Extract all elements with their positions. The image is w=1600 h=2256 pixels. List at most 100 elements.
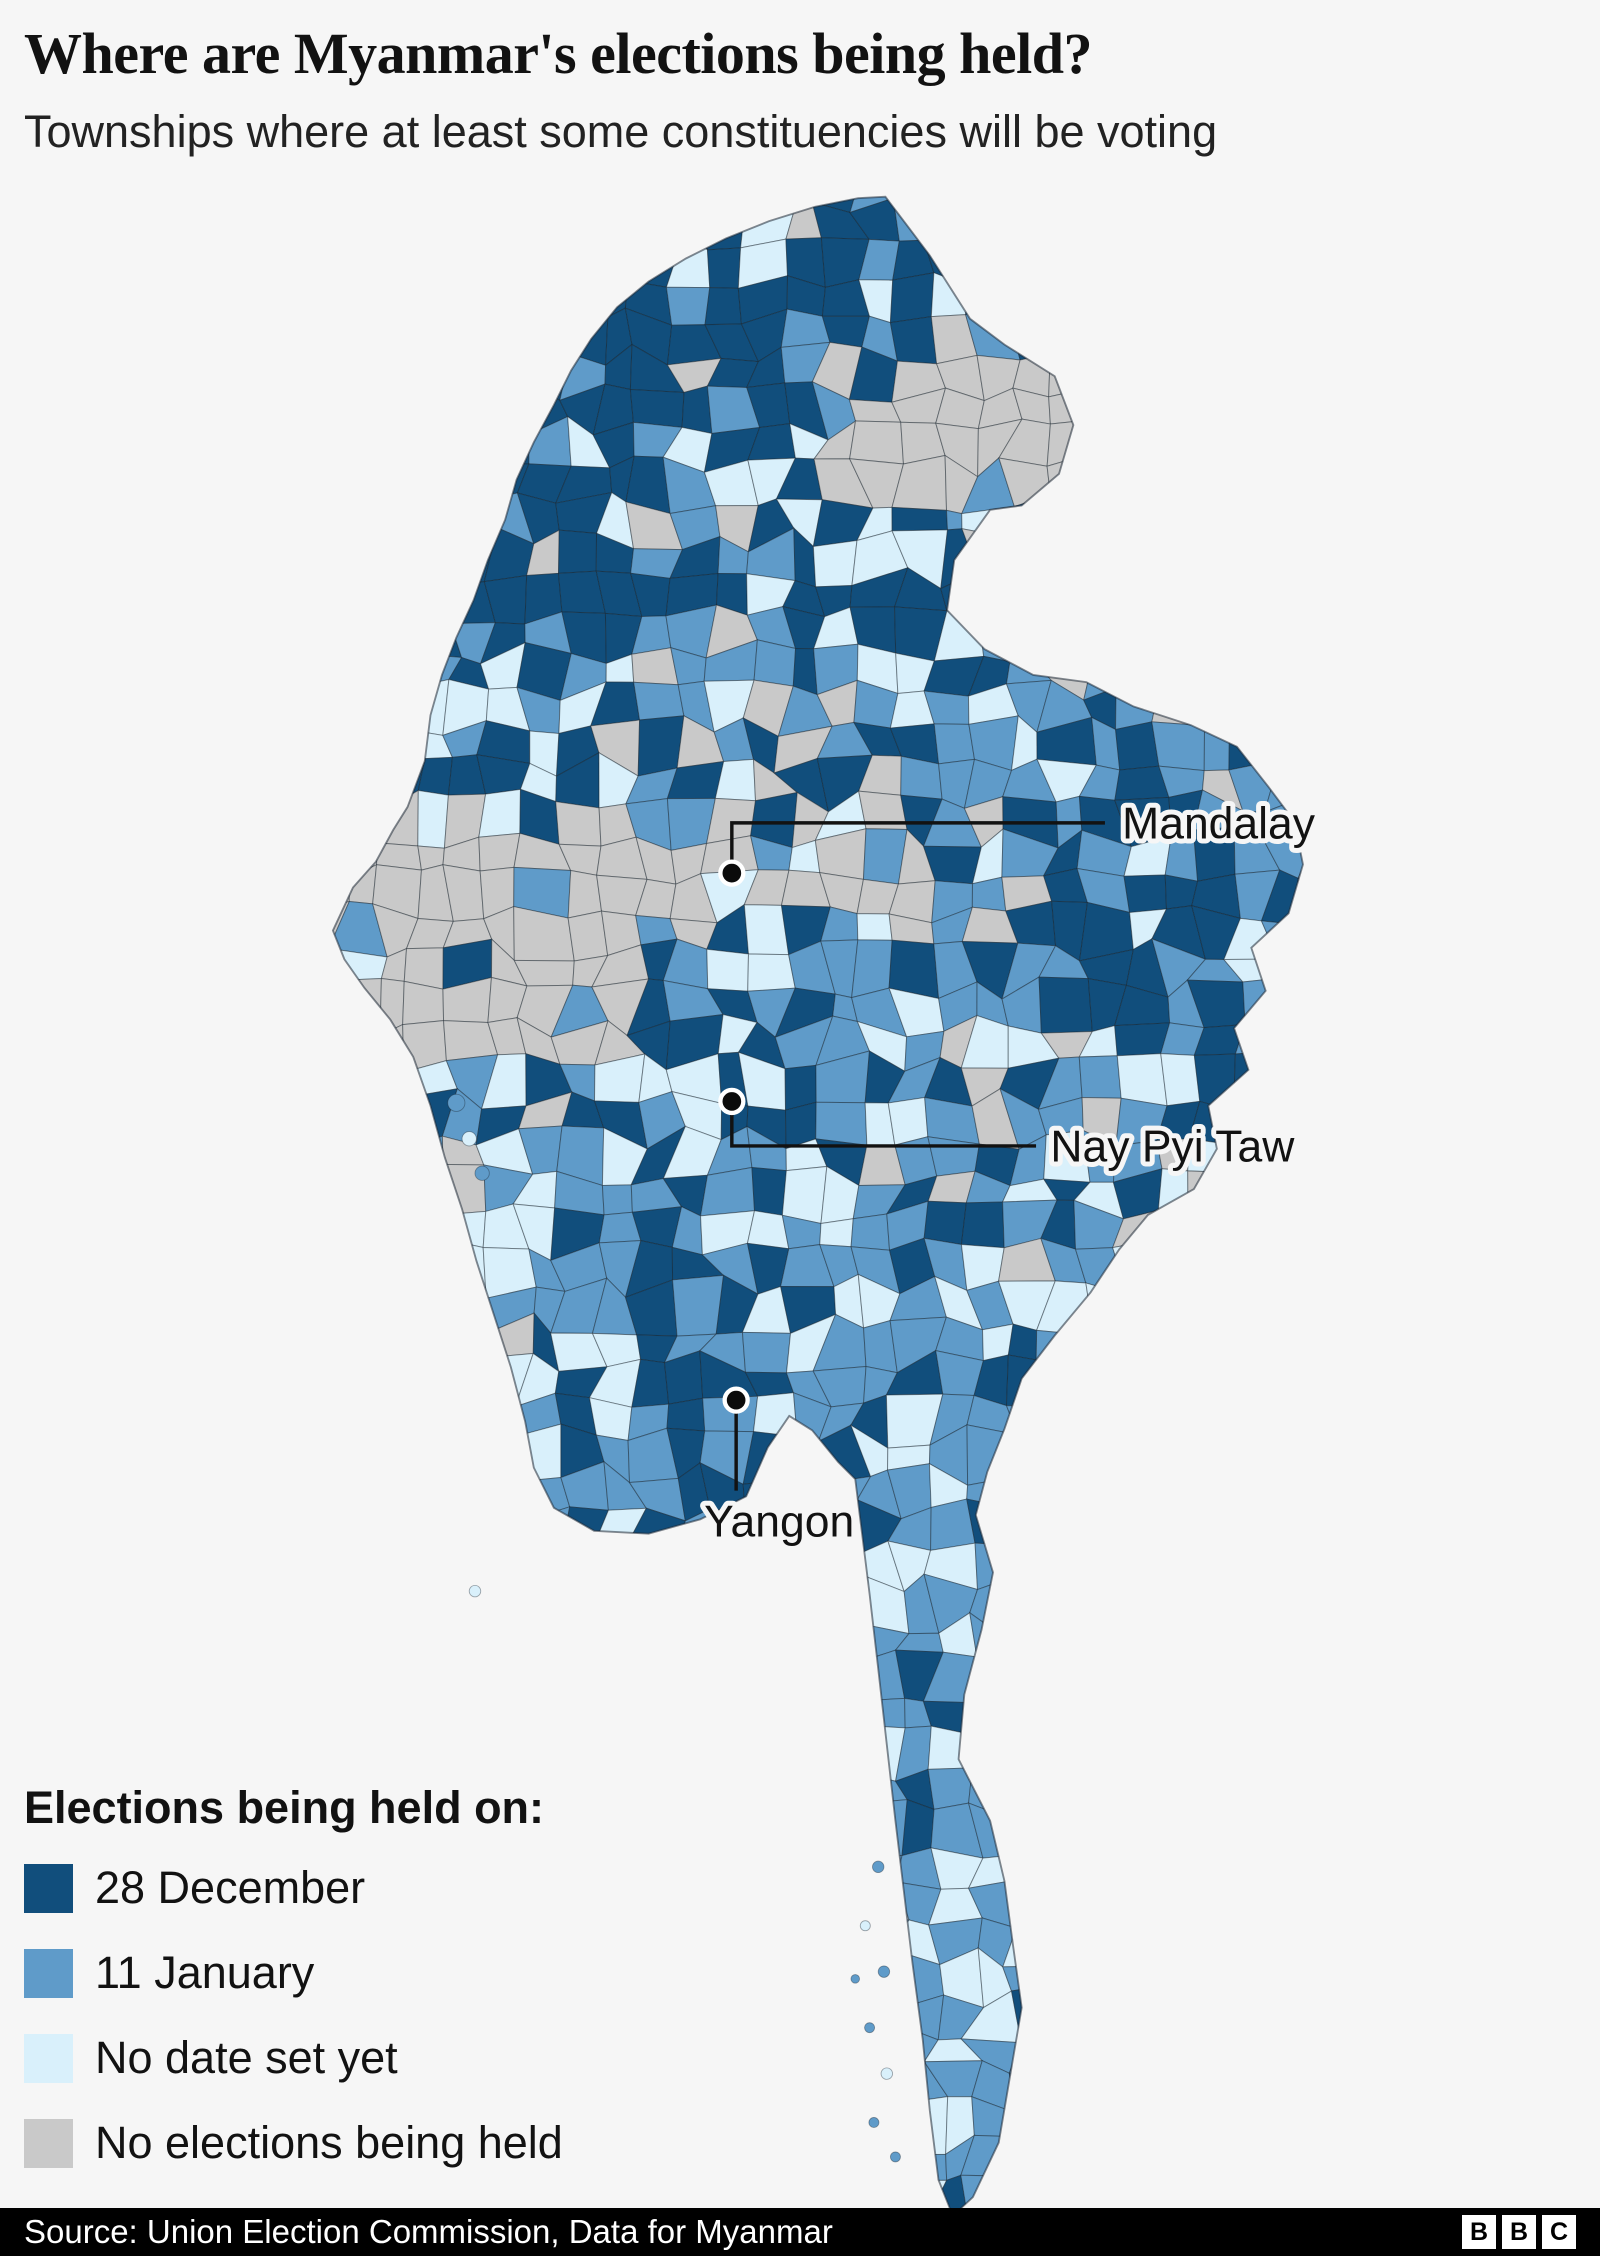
township-cell bbox=[1001, 196, 1059, 205]
township-cell bbox=[406, 1394, 463, 1443]
township-cell bbox=[586, 204, 649, 253]
township-cell bbox=[1336, 1961, 1391, 2005]
township-cell bbox=[406, 1436, 443, 1475]
township-cell bbox=[1159, 1847, 1207, 1891]
township-cell bbox=[1319, 1090, 1353, 1136]
township-cell bbox=[1346, 2062, 1385, 2100]
township-cell bbox=[923, 1200, 967, 1246]
township-cell bbox=[1309, 1363, 1339, 1404]
township-cell bbox=[748, 1722, 781, 1781]
township-cell bbox=[332, 1282, 349, 1332]
township-cell bbox=[1043, 1392, 1085, 1442]
township-cell bbox=[1298, 1724, 1303, 1776]
township-cell bbox=[748, 1696, 794, 1727]
township-cell bbox=[1222, 1511, 1269, 1557]
township-cell bbox=[514, 318, 571, 359]
township-cell bbox=[306, 1406, 332, 1443]
township-cell bbox=[788, 1541, 834, 1599]
township-cell bbox=[1227, 1690, 1277, 1740]
township-cell bbox=[889, 272, 935, 324]
township-cell bbox=[1011, 1544, 1052, 1598]
township-cell bbox=[458, 202, 490, 254]
township-cell bbox=[1354, 907, 1384, 954]
township-cell bbox=[332, 430, 346, 477]
township-cell bbox=[1114, 1465, 1158, 1518]
township-cell bbox=[480, 380, 530, 436]
township-cell bbox=[1187, 1170, 1240, 1224]
township-cell bbox=[1115, 644, 1171, 694]
township-cell bbox=[1111, 1353, 1165, 1404]
township-cell bbox=[1234, 1023, 1285, 1055]
township-cell bbox=[1011, 1879, 1049, 1929]
township-cell bbox=[1264, 1208, 1303, 1258]
township-cell bbox=[1305, 1463, 1358, 1516]
township-cell bbox=[1351, 384, 1383, 431]
township-cell bbox=[1150, 1291, 1208, 1327]
township-cell bbox=[713, 1842, 761, 1895]
township-cell bbox=[402, 980, 445, 1026]
township-cell bbox=[586, 241, 650, 282]
township-cell bbox=[402, 678, 450, 736]
township-cell bbox=[640, 1891, 672, 1935]
township-cell bbox=[1084, 1984, 1125, 2045]
township-cell bbox=[1115, 2061, 1161, 2120]
township-cell bbox=[1072, 1353, 1123, 1404]
city-label-mandalay: Mandalay bbox=[1122, 800, 1316, 849]
township-cell bbox=[337, 546, 389, 591]
township-cell bbox=[1005, 1354, 1053, 1408]
township-cell bbox=[527, 1618, 567, 1673]
township-cell bbox=[1343, 1879, 1393, 1919]
township-cell bbox=[1077, 1691, 1125, 1732]
township-cell bbox=[1185, 380, 1236, 436]
township-cell bbox=[1305, 319, 1340, 354]
township-cell bbox=[1267, 685, 1303, 734]
township-cell bbox=[1304, 681, 1347, 733]
township-cell bbox=[1149, 196, 1194, 249]
township-cell bbox=[1270, 1239, 1303, 1295]
township-cell bbox=[822, 2139, 863, 2178]
township-cell bbox=[1349, 1017, 1391, 1065]
township-cell bbox=[634, 1946, 683, 2001]
city-marker-mandalay: Mandalay bbox=[718, 795, 1321, 887]
township-cell bbox=[1035, 229, 1088, 277]
township-cell bbox=[1035, 202, 1083, 249]
township-cell bbox=[740, 2058, 795, 2114]
township-cell bbox=[370, 350, 414, 392]
township-cell bbox=[747, 953, 796, 992]
township-cell bbox=[596, 1769, 648, 1813]
township-cell bbox=[1339, 1649, 1395, 1709]
bbc-logo-letter-b2: B bbox=[1502, 2215, 1536, 2249]
township-cell bbox=[1281, 1403, 1303, 1446]
township-cell bbox=[1080, 1465, 1128, 1518]
township-cell bbox=[1336, 1729, 1391, 1769]
township-cell bbox=[332, 228, 384, 273]
township-cell bbox=[1307, 1988, 1342, 2029]
island bbox=[859, 1920, 871, 1932]
township-cell bbox=[1337, 425, 1390, 473]
township-cell bbox=[348, 863, 378, 905]
township-cell bbox=[556, 1538, 601, 1599]
township-cell bbox=[1002, 1965, 1059, 1992]
township-cell bbox=[340, 313, 386, 360]
township-cell bbox=[1013, 196, 1059, 247]
township-cell bbox=[1340, 1400, 1381, 1448]
township-cell bbox=[1262, 1507, 1303, 1556]
township-cell bbox=[1296, 1124, 1303, 1188]
township-cell bbox=[753, 1845, 794, 1887]
township-cell bbox=[775, 2004, 836, 2029]
township-cell bbox=[1313, 235, 1353, 288]
township-cell bbox=[1112, 495, 1169, 550]
township-cell bbox=[1233, 424, 1281, 471]
township-cell bbox=[1077, 1581, 1114, 1629]
township-cell bbox=[1226, 2036, 1281, 2081]
leader-line-nay-pyi-taw bbox=[730, 1105, 1037, 1148]
township-cell bbox=[375, 196, 411, 242]
township-cell bbox=[637, 2147, 686, 2190]
township-cell bbox=[332, 1730, 367, 1775]
township-cell bbox=[1124, 1910, 1164, 1964]
township-cell bbox=[342, 587, 390, 615]
township-cell bbox=[998, 1615, 1057, 1657]
township-cell bbox=[332, 1424, 350, 1482]
